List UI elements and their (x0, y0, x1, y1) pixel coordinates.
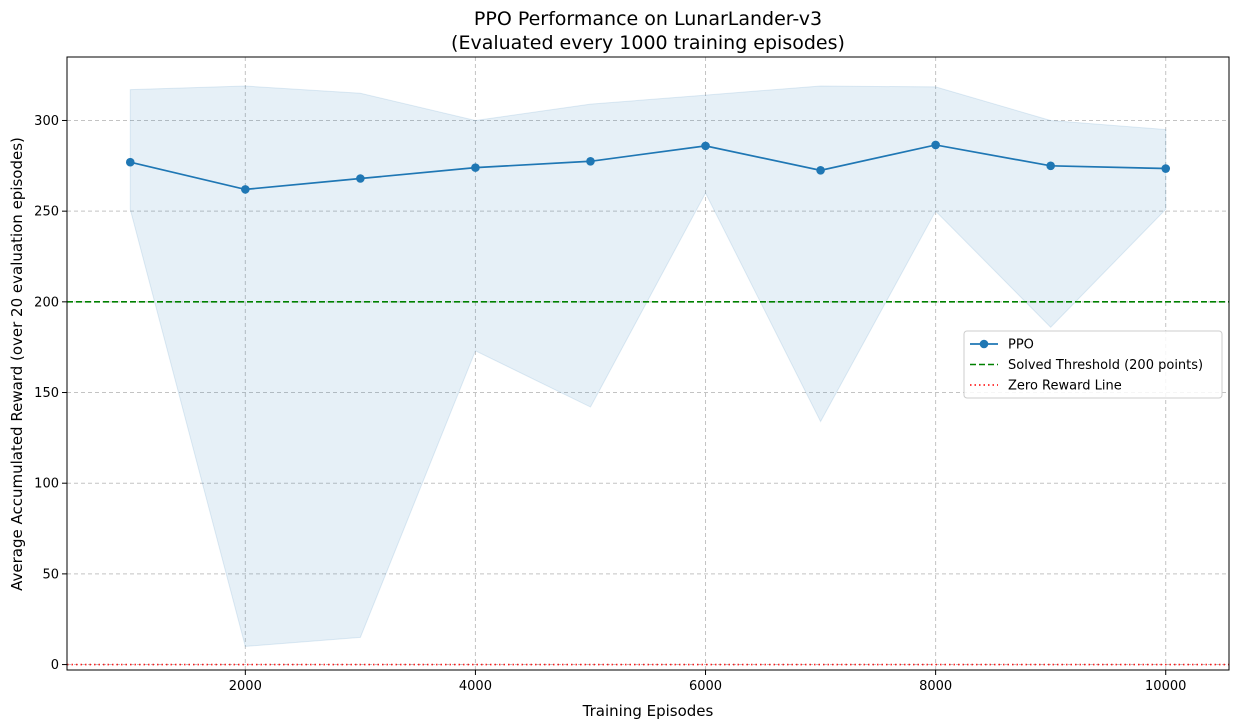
series-point (931, 140, 940, 150)
band-layer (129, 85, 1167, 647)
series-layer (125, 140, 1171, 194)
x-tick-label: 8000 (919, 679, 952, 694)
chart-title: PPO Performance on LunarLander-v3 (474, 8, 822, 30)
series-point (1161, 164, 1171, 173)
legend-label: Solved Threshold (200 points) (1008, 358, 1203, 373)
reference-lines-layer (67, 301, 1229, 666)
y-tick-label: 100 (34, 477, 59, 492)
legend-label: PPO (1008, 338, 1034, 353)
y-tick-label: 250 (34, 205, 59, 220)
y-tick-label: 150 (34, 386, 59, 401)
plot-frame (66, 56, 1230, 671)
legend: PPO Solved Threshold (200 points) Zero Rew… (963, 330, 1223, 399)
legend-label: Zero Reward Line (1008, 379, 1122, 394)
x-axis-label: Training Episodes (582, 702, 714, 720)
chart-subtitle: (Evaluated every 1000 training episodes) (451, 32, 845, 54)
x-tick-label: 4000 (459, 679, 492, 694)
y-tick-label: 300 (34, 114, 59, 129)
series-point (125, 157, 135, 167)
series-point (701, 141, 710, 151)
y-tick-label: 0 (51, 658, 59, 673)
series-line (130, 144, 1166, 191)
tick-layer: 2000 4000 6000 8000 10000 0 50 100 150 200 250 300 (34, 114, 1186, 694)
y-axis-label: Average Accumulated Reward (over 20 eval… (8, 137, 26, 591)
x-tick-label: 6000 (689, 679, 722, 694)
series-point (816, 166, 825, 175)
x-tick-label: 10000 (1145, 679, 1186, 694)
y-tick-label: 200 (34, 295, 59, 310)
series-band (129, 85, 1167, 647)
series-point (241, 185, 250, 194)
legend-frame (963, 330, 1223, 399)
y-tick-label: 50 (42, 567, 59, 582)
series-point (1046, 161, 1055, 171)
series-point (356, 174, 365, 183)
x-tick-label: 2000 (229, 679, 262, 694)
series-point (586, 156, 595, 166)
series-point (471, 163, 480, 172)
legend-swatch-marker (979, 339, 989, 349)
